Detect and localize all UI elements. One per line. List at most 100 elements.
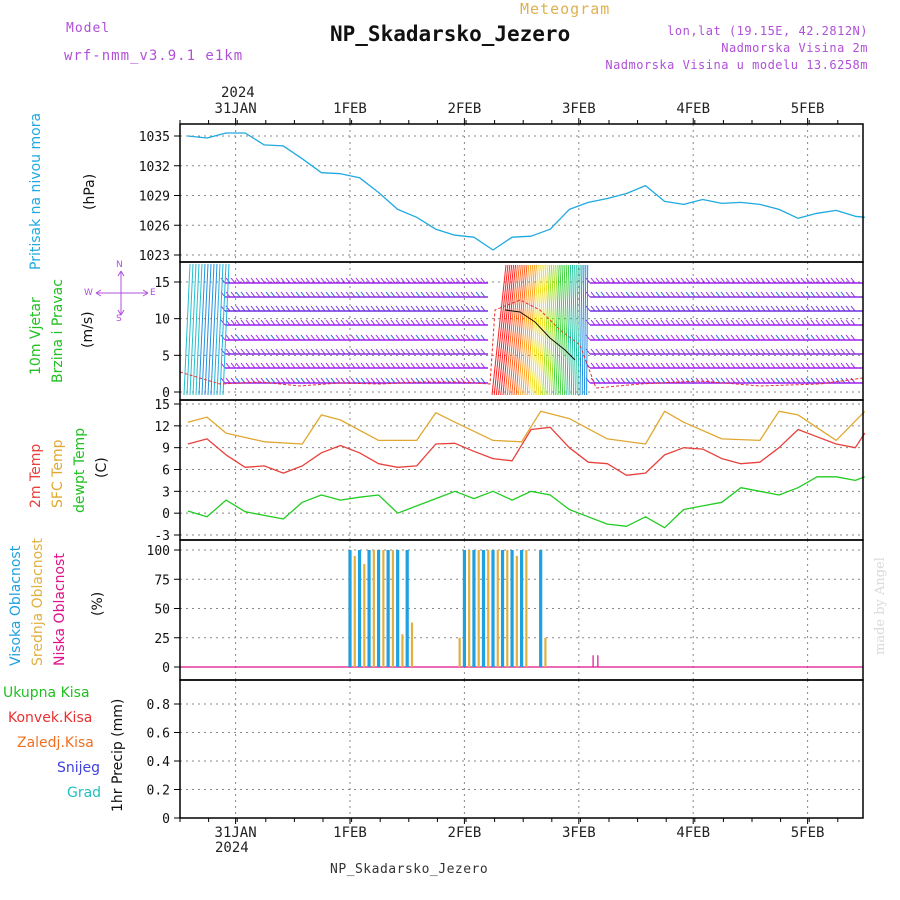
wind-barb (730, 334, 736, 341)
wind-barb (340, 362, 346, 369)
wind-barb (670, 348, 676, 355)
wind-barb (630, 377, 636, 384)
wind-barb (770, 377, 776, 384)
wind-barb (815, 277, 821, 284)
wind-barb (375, 305, 381, 312)
wind-barb (840, 319, 846, 326)
wind-barb (605, 319, 611, 326)
storm-barb (555, 264, 562, 396)
panel-frames (179, 123, 864, 819)
wind-barb (275, 277, 281, 284)
wind-barb (640, 277, 646, 284)
wind-barb (280, 348, 286, 355)
cloud-mid-bar (487, 550, 490, 667)
wind-barb (835, 319, 841, 326)
wind-barb (685, 305, 691, 312)
wind-barb (820, 305, 826, 312)
wind-barb (480, 377, 486, 384)
wind-barb (290, 377, 296, 384)
wind-barb (470, 319, 476, 326)
wind-barb (595, 348, 601, 355)
wind-barb (675, 291, 681, 298)
wind-barb (375, 334, 381, 341)
wind-barb (635, 291, 641, 298)
wind-barb (310, 362, 316, 369)
top-year-label: 2024 (221, 85, 255, 101)
wind-barb (745, 291, 751, 298)
wind-barb-row (220, 362, 863, 369)
wind-barb (380, 334, 386, 341)
wind-barb (725, 277, 731, 284)
wind-barb (615, 362, 621, 369)
wind-barb (780, 377, 786, 384)
wind-barb (760, 362, 766, 369)
wind-barb (660, 377, 666, 384)
wind-barb (775, 348, 781, 355)
wind-barb (440, 319, 446, 326)
wind-barb (755, 362, 761, 369)
storm-barb (498, 264, 513, 396)
pressure-unit: (hPa) (82, 173, 98, 210)
wind-barb (260, 291, 266, 298)
wind-barb (665, 305, 671, 312)
wind-barb (810, 319, 816, 326)
wind-barb (770, 305, 776, 312)
wind-barb (725, 319, 731, 326)
wind-barb (660, 362, 666, 369)
wind-barb (380, 377, 386, 384)
wind-barb (705, 334, 711, 341)
wind-barb (715, 277, 721, 284)
wind-barb (715, 334, 721, 341)
wind-barb (370, 334, 376, 341)
wind-barb (745, 348, 751, 355)
wind-barb (340, 334, 346, 341)
wind-barb (620, 334, 626, 341)
wind-barb (455, 362, 461, 369)
wind-barb (810, 348, 816, 355)
wind-barb (265, 377, 271, 384)
wind-barb (285, 348, 291, 355)
wind-barb (345, 319, 351, 326)
cloud-mid-bar (544, 637, 547, 667)
wind-barb (465, 319, 471, 326)
y-tick-label: 3 (162, 485, 170, 500)
wind-barb (835, 305, 841, 312)
wind-barb (340, 348, 346, 355)
cloud-high-bar (348, 550, 352, 667)
wind-barb (425, 319, 431, 326)
wind-barb (435, 348, 441, 355)
wind-barb (815, 305, 821, 312)
wind-barb (245, 348, 251, 355)
top-time-label: 31JAN (215, 101, 257, 117)
wind-barb (240, 377, 246, 384)
wind-barb (705, 305, 711, 312)
wind-barb (460, 319, 466, 326)
wind-barb (795, 305, 801, 312)
wind-barb (750, 377, 756, 384)
wind-barb (675, 334, 681, 341)
wind-barb (605, 305, 611, 312)
wind-barb (585, 305, 591, 312)
storm-barb (500, 264, 515, 396)
wind-barb (660, 334, 666, 341)
wind-barb (360, 305, 366, 312)
wind-barb (640, 362, 646, 369)
wind-barb (325, 305, 331, 312)
wind-barb (400, 334, 406, 341)
wind-barb (585, 291, 591, 298)
wind-barb (425, 348, 431, 355)
wind-barb (435, 291, 441, 298)
wind-barbs (180, 263, 863, 396)
wind-barb (695, 334, 701, 341)
wind-barb (360, 319, 366, 326)
wind-barb (460, 291, 466, 298)
wind-barb (745, 319, 751, 326)
y-tick-label: 0 (162, 507, 170, 522)
wind-barb (825, 291, 831, 298)
wind-barb (320, 334, 326, 341)
wind-barb (355, 362, 361, 369)
wind-barb (620, 277, 626, 284)
cloud-mid-bar (477, 550, 480, 667)
wind-barb (750, 348, 756, 355)
wind-barb (630, 362, 636, 369)
